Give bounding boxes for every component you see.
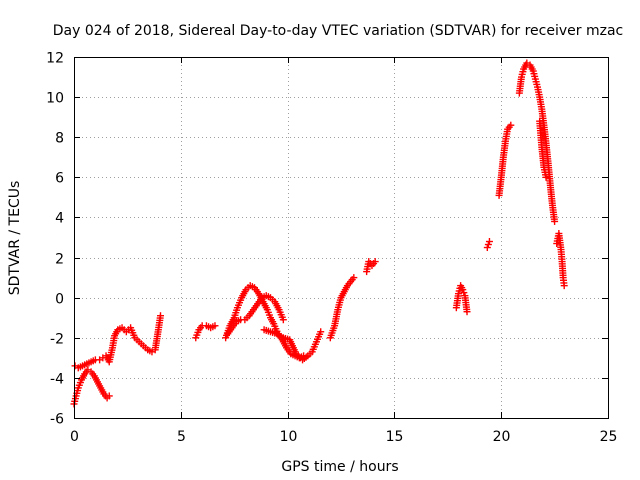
y-tick-label: 4 — [55, 211, 64, 227]
x-axis-label: GPS time / hours — [281, 459, 398, 475]
data-point-marker — [485, 238, 493, 246]
data-point-marker — [551, 217, 559, 225]
y-tick-label: -2 — [50, 332, 64, 348]
data-point-marker — [542, 173, 550, 181]
grid-lines — [74, 57, 608, 418]
data-point-marker — [463, 308, 471, 316]
data-point-marker — [157, 312, 165, 320]
data-point-marker — [211, 322, 219, 330]
data-point-marker — [105, 392, 113, 400]
x-tick-label: 0 — [70, 429, 79, 445]
axis-ticks — [74, 57, 609, 419]
x-tick-labels: 0 5 10 15 20 25 — [70, 429, 617, 445]
x-tick-label: 20 — [493, 429, 511, 445]
data-point-marker — [507, 121, 515, 129]
data-point-marker — [350, 274, 358, 282]
data-point-marker — [371, 258, 379, 266]
y-tick-label: 6 — [55, 171, 64, 187]
x-tick-label: 5 — [177, 429, 186, 445]
data-point-marker — [560, 282, 568, 290]
x-tick-label: 15 — [386, 429, 404, 445]
y-tick-label: -6 — [50, 412, 64, 428]
data-points — [70, 59, 568, 408]
plot-frame — [74, 57, 609, 419]
y-tick-label: 2 — [55, 252, 64, 268]
y-axis-label: SDTVAR / TECUs — [7, 181, 23, 296]
data-point-marker — [279, 316, 287, 324]
y-tick-label: -4 — [50, 372, 64, 388]
y-tick-labels: -6 -4 -2 0 2 4 6 8 10 12 — [46, 51, 64, 428]
y-tick-label: 12 — [46, 51, 64, 67]
y-tick-label: 10 — [46, 91, 64, 107]
chart-title: Day 024 of 2018, Sidereal Day-to-day VTE… — [53, 23, 623, 39]
x-tick-label: 10 — [280, 429, 298, 445]
x-tick-label: 25 — [600, 429, 618, 445]
y-tick-label: 0 — [55, 292, 64, 308]
data-point-marker — [317, 328, 325, 336]
y-tick-label: 8 — [55, 131, 64, 147]
